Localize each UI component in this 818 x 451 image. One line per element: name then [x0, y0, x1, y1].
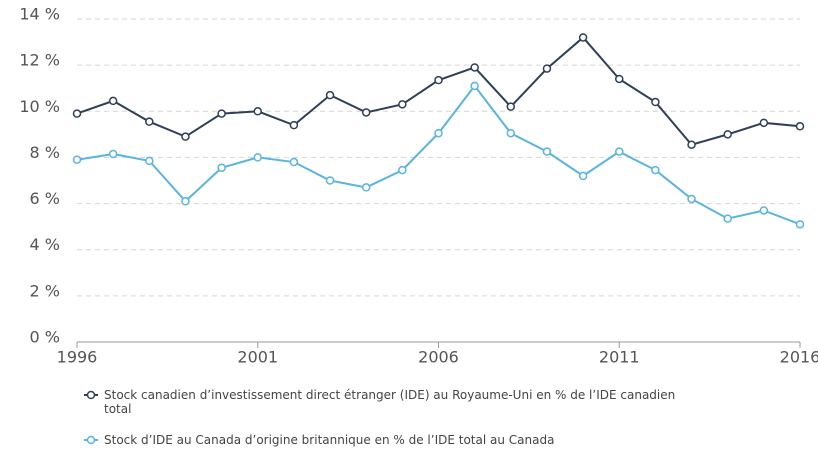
data-point — [434, 75, 443, 85]
x-tick-label: 2006 — [418, 348, 459, 367]
data-point — [470, 63, 479, 72]
data-point — [145, 117, 154, 126]
y-tick-label: 14 % — [19, 5, 60, 24]
data-point — [181, 132, 190, 141]
legend-label: Stock canadien d’investissement direct é… — [104, 388, 676, 416]
x-tick-label: 2011 — [599, 348, 640, 367]
y-tick-label: 4 % — [30, 235, 60, 254]
data-point — [361, 108, 371, 117]
y-tick-label: 6 % — [30, 189, 60, 208]
y-tick-label: 8 % — [30, 143, 60, 162]
legend-item: Stock d’IDE au Canada d’origine britanni… — [84, 433, 724, 447]
data-point — [542, 64, 552, 73]
x-tick-label: 2001 — [237, 348, 278, 367]
y-tick-label: 2 % — [30, 281, 60, 300]
y-tick-label: 12 % — [19, 51, 60, 70]
legend-dot — [86, 435, 96, 445]
data-point — [723, 214, 732, 223]
legend-marker — [84, 435, 98, 445]
series-line — [76, 36, 801, 146]
y-tick-label: 10 % — [19, 97, 60, 116]
data-point — [795, 122, 805, 131]
data-point — [145, 156, 154, 166]
data-point — [398, 165, 407, 175]
data-point — [542, 147, 552, 156]
x-tick-label: 1996 — [57, 348, 98, 367]
data-point — [723, 130, 732, 139]
x-tick-label: 2016 — [780, 348, 818, 367]
data-point — [253, 107, 262, 116]
data-point — [759, 206, 769, 215]
data-point — [615, 147, 624, 156]
data-point — [108, 149, 118, 159]
data-point — [759, 118, 769, 128]
legend-marker — [84, 390, 98, 400]
data-point — [289, 120, 299, 130]
legend-item: Stock canadien d’investissement direct é… — [84, 388, 724, 416]
data-point — [651, 97, 660, 107]
data-point — [181, 197, 190, 206]
data-point — [651, 165, 660, 175]
data-point — [217, 163, 226, 173]
data-point — [398, 100, 407, 109]
y-tick-label: 0 % — [30, 328, 60, 347]
data-point — [578, 171, 588, 181]
data-point — [615, 74, 624, 84]
data-point — [795, 220, 805, 229]
data-point — [506, 102, 516, 111]
data-point — [72, 109, 82, 118]
data-point — [325, 90, 335, 100]
data-point — [72, 155, 82, 164]
data-point — [687, 140, 696, 149]
data-point — [289, 157, 299, 167]
chart: 0 % 2 % 4 % 6 % 8 % 10 % 12 % 14 % 1996 2001 2006 2… — [19, 5, 818, 367]
data-point — [361, 183, 371, 192]
data-point — [687, 194, 696, 204]
legend-label: Stock d’IDE au Canada d’origine britanni… — [104, 433, 555, 447]
data-point — [108, 96, 118, 106]
data-point — [470, 81, 479, 91]
data-point — [578, 33, 588, 42]
legend-dot — [86, 390, 96, 400]
data-point — [506, 128, 516, 138]
data-point — [434, 128, 443, 138]
data-point — [325, 176, 335, 185]
data-point — [253, 153, 262, 162]
data-point — [217, 109, 226, 118]
